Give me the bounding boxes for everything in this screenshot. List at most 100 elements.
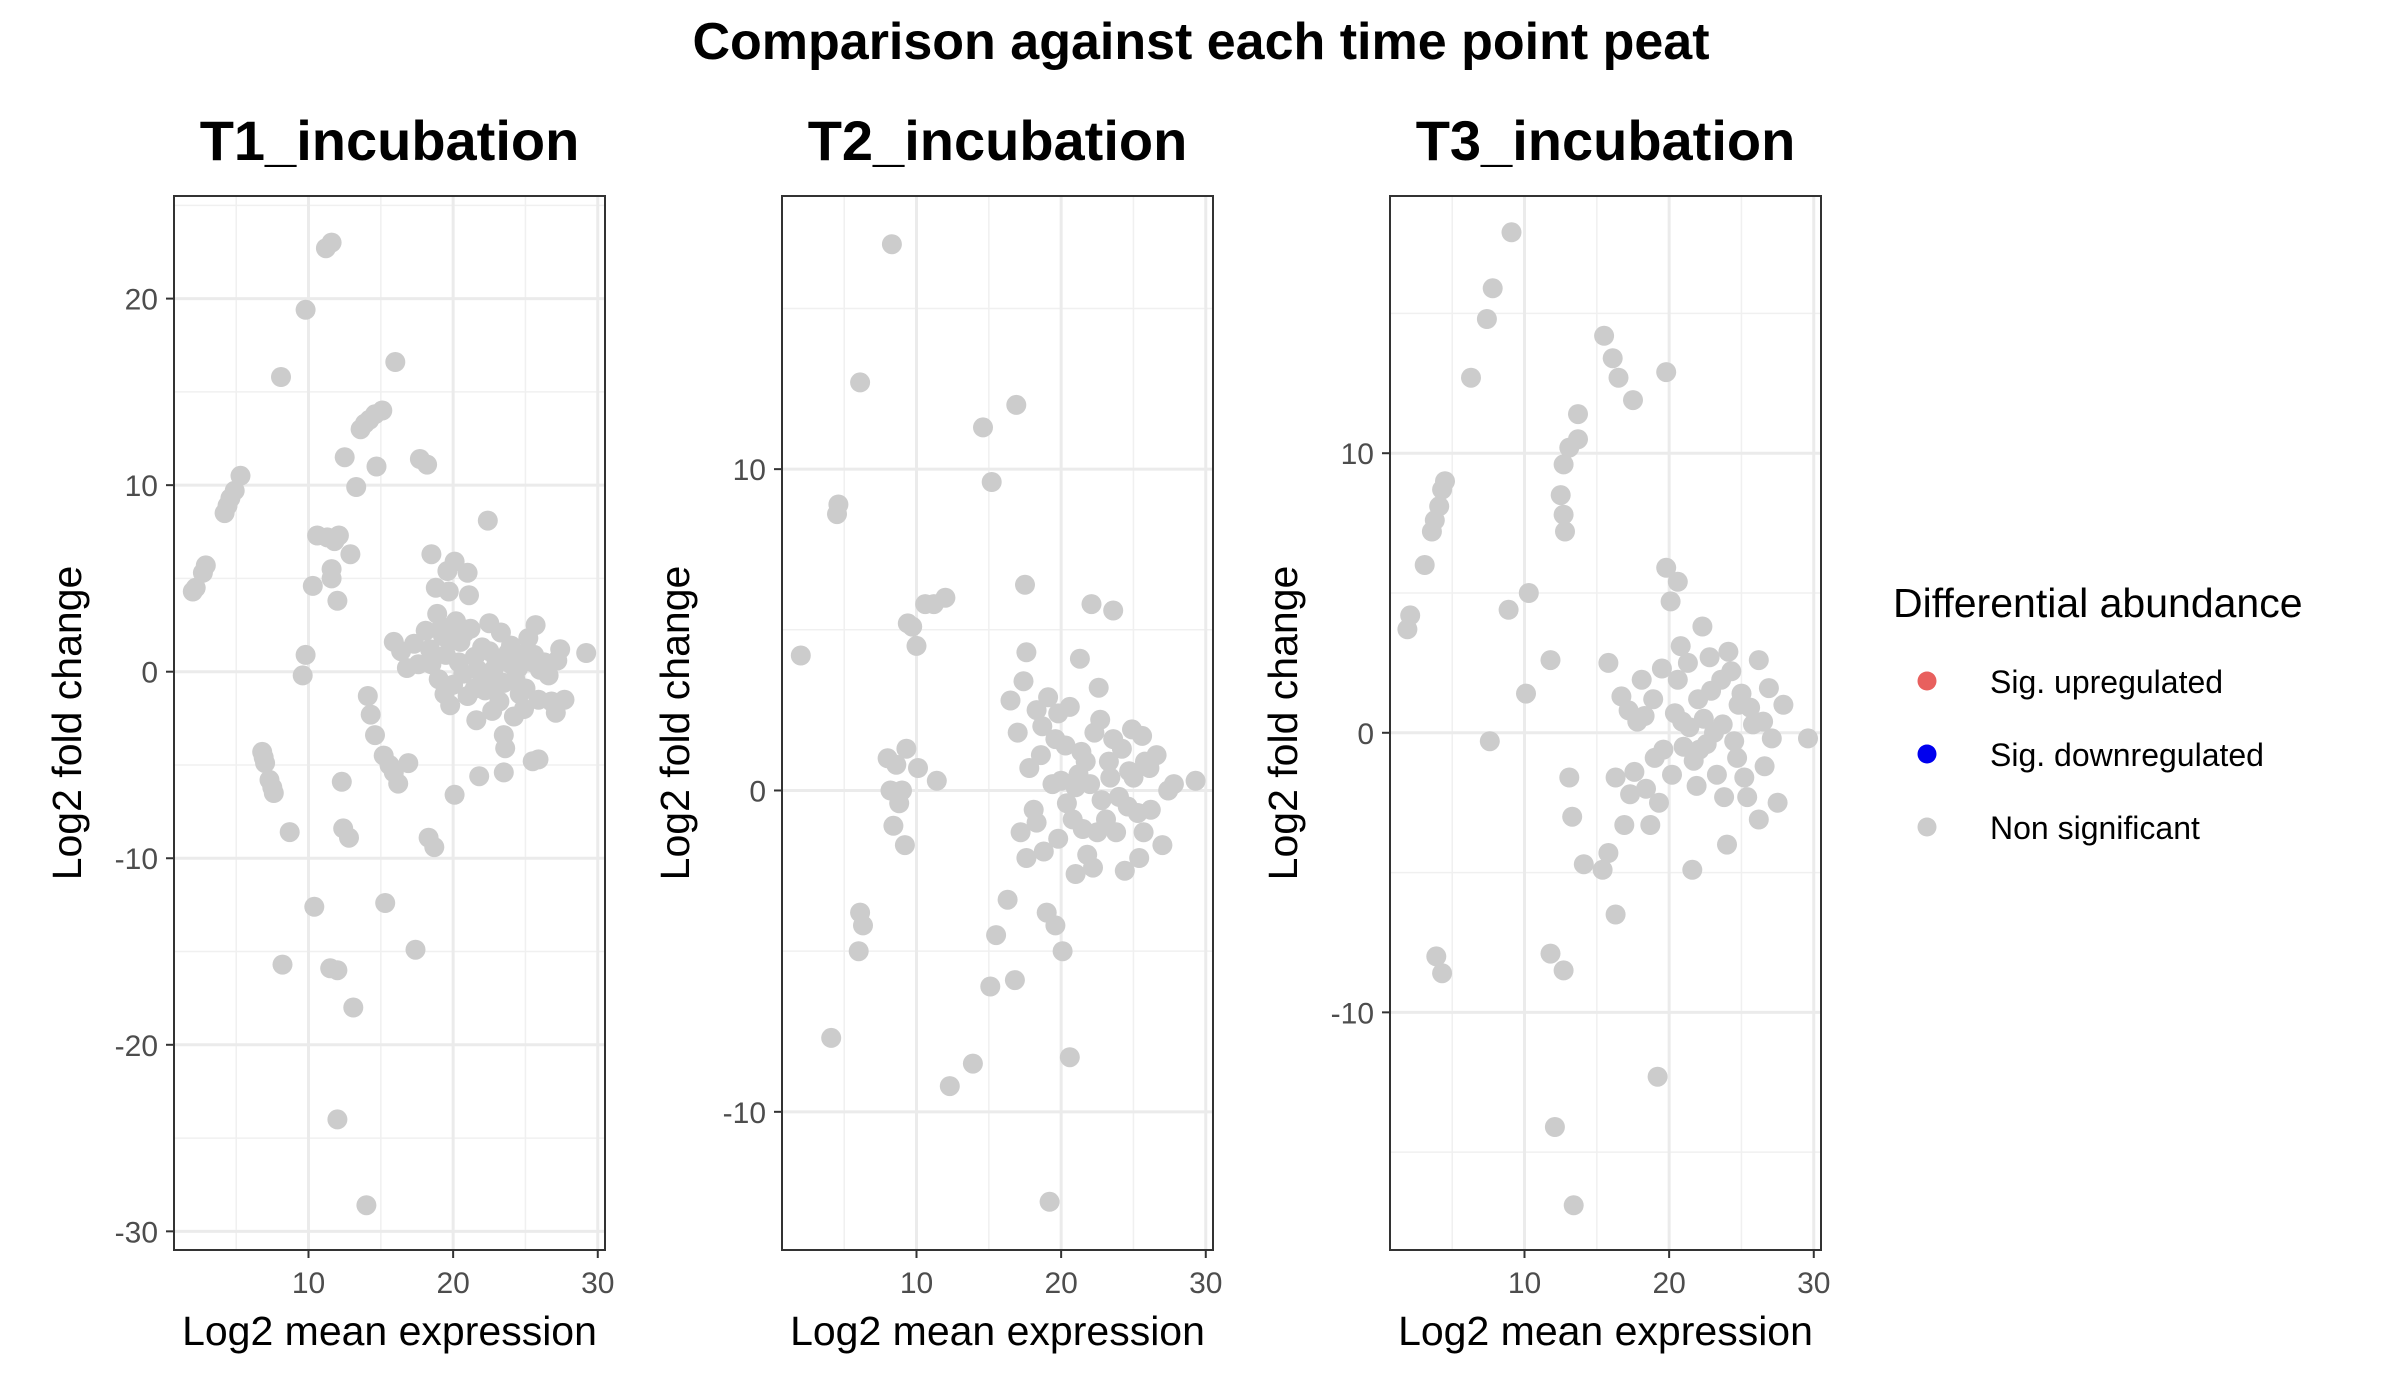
legend-label-downregulated: Sig. downregulated (1990, 737, 2264, 773)
legend-item-downregulated: Sig. downregulated (1917, 737, 2264, 773)
data-point (295, 299, 316, 320)
data-point (272, 954, 293, 975)
data-point (495, 738, 516, 759)
data-point (457, 562, 478, 583)
data-point (453, 663, 474, 684)
data-point (550, 639, 571, 660)
legend-item-upregulated: Sig. upregulated (1917, 664, 2223, 700)
legend-label-upregulated: Sig. upregulated (1990, 664, 2223, 700)
data-point (302, 575, 323, 596)
data-point (1672, 711, 1693, 732)
data-point (1127, 803, 1148, 823)
data-point (1048, 703, 1069, 724)
data-point (433, 626, 453, 647)
data-point (576, 643, 597, 663)
data-point (295, 644, 316, 665)
data-point (525, 615, 546, 636)
data-point (1727, 747, 1748, 768)
y-tick-label: -30 (115, 1216, 158, 1249)
data-point (1761, 728, 1782, 749)
x-axis-title-t3: Log2 mean expression (1398, 1308, 1813, 1354)
data-point (515, 678, 536, 699)
data-point (511, 644, 532, 665)
data-point (973, 417, 993, 438)
data-point (1059, 1047, 1080, 1068)
data-point (327, 1109, 348, 1130)
data-point (883, 815, 904, 836)
x-tick-label: 10 (1508, 1267, 1541, 1300)
data-point (321, 568, 342, 589)
data-point (1573, 854, 1594, 875)
data-point (327, 960, 348, 981)
data-point (1667, 669, 1688, 690)
data-point (1516, 683, 1536, 704)
y-tick-label: 10 (733, 454, 766, 487)
points-t2 (790, 234, 1206, 1212)
x-tick-label: 30 (1189, 1267, 1222, 1300)
data-point (1006, 394, 1027, 415)
data-point (1004, 970, 1025, 991)
points-t3 (1397, 222, 1818, 1216)
data-point (1139, 758, 1160, 778)
data-point (1686, 775, 1707, 796)
data-point (185, 577, 206, 598)
data-point (906, 635, 927, 656)
y-tick-label: 0 (749, 775, 766, 808)
data-point (1555, 521, 1575, 542)
data-point (327, 590, 348, 611)
data-point (1163, 774, 1184, 795)
data-point (1623, 390, 1643, 411)
data-point (1553, 960, 1574, 981)
data-point (1605, 767, 1626, 788)
data-point (1598, 843, 1619, 863)
data-point (886, 754, 907, 775)
data-point (1461, 367, 1481, 388)
data-point (340, 544, 361, 565)
data-point (1773, 694, 1794, 715)
data-point (1540, 650, 1561, 671)
data-point (1498, 599, 1519, 620)
data-point (1019, 758, 1040, 778)
x-tick-label: 20 (1652, 1267, 1685, 1300)
data-point (1598, 652, 1619, 673)
data-point (459, 585, 479, 606)
data-point (346, 477, 367, 497)
data-point (1518, 583, 1539, 603)
data-point (421, 654, 442, 675)
data-point (1038, 687, 1059, 708)
data-point (1644, 747, 1665, 768)
data-point (365, 725, 385, 746)
data-point (1062, 809, 1083, 830)
data-point (438, 581, 459, 602)
data-point (475, 680, 495, 701)
data-point (1706, 764, 1727, 785)
data-point (420, 639, 440, 660)
data-point (1100, 767, 1121, 788)
data-point (321, 232, 342, 253)
data-point (1432, 963, 1453, 984)
data-point (908, 758, 928, 778)
data-point (424, 837, 445, 858)
data-point (981, 472, 1002, 492)
data-point (503, 706, 524, 727)
data-point (366, 456, 387, 477)
data-point (1091, 790, 1112, 811)
data-point (1479, 731, 1500, 752)
data-point (435, 644, 456, 665)
data-point (230, 465, 251, 486)
panel-background-t1 (174, 196, 605, 1250)
data-point (1753, 711, 1774, 732)
gridlines-t3 (1390, 196, 1821, 1250)
data-point (1435, 471, 1455, 492)
data-point (1647, 1066, 1668, 1087)
legend: Differential abundance Sig. upregulated … (1893, 580, 2303, 846)
data-point (1728, 694, 1749, 715)
x-tick-label: 10 (292, 1267, 325, 1300)
legend-label-non-significant: Non significant (1990, 810, 2200, 846)
data-point (1088, 677, 1109, 698)
x-axis-title-t2: Log2 mean expression (790, 1308, 1205, 1354)
data-point (415, 620, 436, 641)
facet-panels: T1_incubation 10 20 30 -30 -20 -10 0 10 20 Log2 me… (44, 109, 1830, 1354)
data-point (926, 770, 947, 791)
